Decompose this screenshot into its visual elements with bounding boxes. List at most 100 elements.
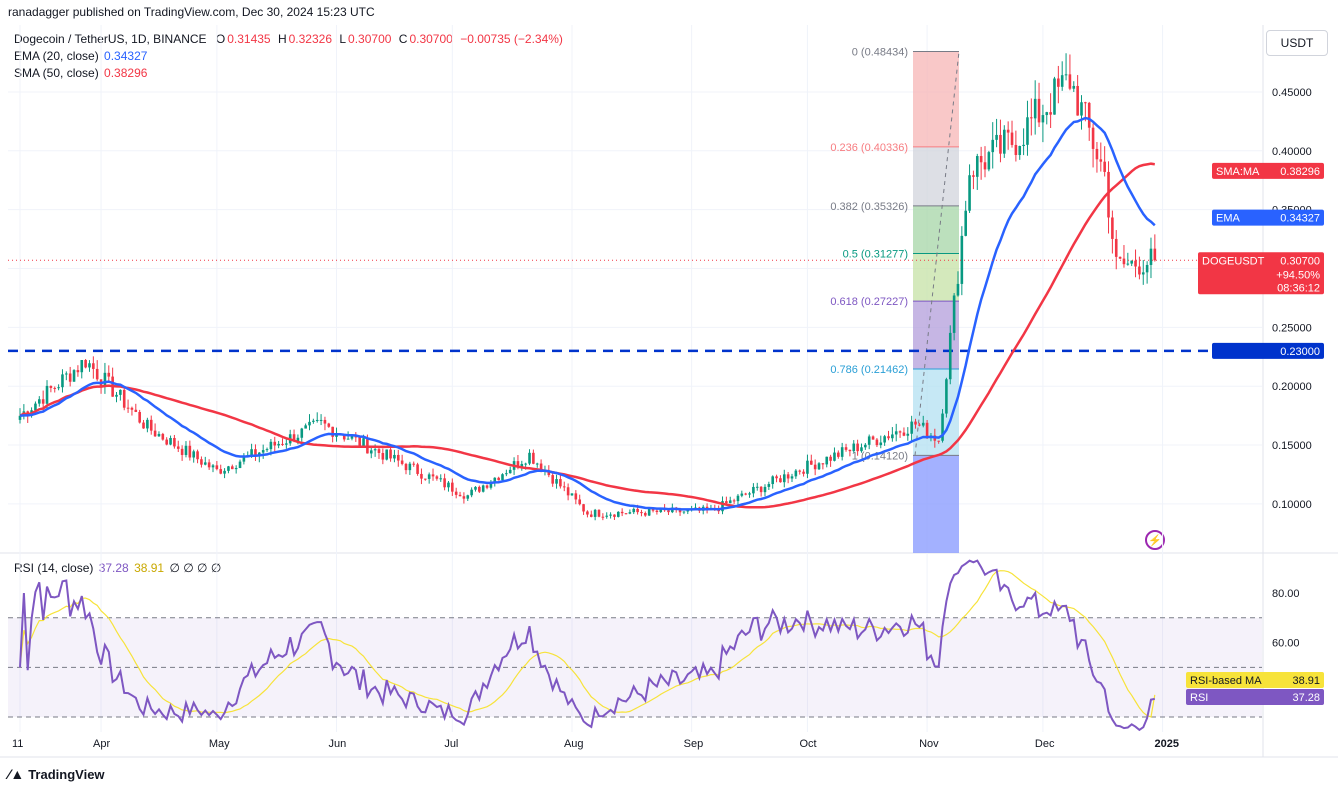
candle	[300, 428, 304, 438]
candle	[601, 516, 605, 518]
tag-label: SMA:MA	[1216, 166, 1260, 178]
fib-label: 0.786 (0.21462)	[830, 364, 908, 376]
rsi-ma-legend-value: 38.91	[134, 561, 165, 575]
tag-text: +94.50%	[1276, 269, 1320, 281]
candle	[748, 493, 751, 495]
candle	[763, 486, 767, 493]
fib-label: 0.382 (0.35326)	[830, 201, 908, 213]
candle	[898, 431, 902, 433]
candle	[1033, 98, 1037, 119]
candle	[1072, 85, 1076, 89]
candle	[227, 466, 230, 471]
candles-group	[18, 53, 1157, 521]
close-value: 0.30700	[409, 32, 453, 46]
candle	[856, 443, 859, 452]
candle	[277, 443, 280, 446]
candle	[149, 419, 153, 431]
fib-label: 0.5 (0.31277)	[843, 248, 908, 260]
candle	[1014, 144, 1018, 156]
candle	[1022, 144, 1025, 147]
candle	[95, 368, 99, 380]
candle	[153, 430, 157, 437]
sma-legend-label: SMA (50, close)	[14, 66, 99, 80]
candle	[617, 511, 620, 517]
candle	[130, 407, 134, 410]
candle	[265, 449, 269, 451]
candle	[736, 495, 740, 502]
tag-bg	[1186, 689, 1324, 705]
candle	[508, 469, 512, 474]
candle	[524, 463, 527, 465]
candle	[952, 295, 956, 333]
candle	[53, 387, 57, 389]
candle	[945, 379, 948, 414]
candle	[493, 477, 497, 483]
candle	[323, 419, 327, 424]
price-tick-label: 0.15000	[1272, 440, 1312, 452]
candle	[725, 501, 728, 504]
candle	[1134, 260, 1137, 267]
candle	[122, 389, 126, 408]
candle	[647, 508, 651, 516]
sma-legend: SMA (50, close) 0.38296	[14, 66, 147, 80]
candle	[813, 464, 817, 470]
candle	[655, 510, 659, 513]
candle	[57, 387, 60, 389]
candle	[910, 421, 913, 434]
candle	[628, 512, 632, 514]
candle	[285, 443, 288, 445]
candle	[551, 475, 554, 484]
lightning-icon[interactable]: ⚡	[1145, 530, 1165, 550]
candle	[377, 449, 381, 454]
tag-value: 0.38296	[1280, 166, 1320, 178]
candle	[848, 449, 852, 452]
candle	[651, 508, 655, 511]
candle	[593, 509, 597, 517]
candle	[200, 459, 203, 465]
candle	[948, 332, 952, 380]
candle	[875, 439, 879, 446]
candle	[238, 461, 242, 468]
candle	[972, 175, 975, 177]
candle	[292, 434, 296, 442]
candle	[605, 515, 609, 517]
rsi-line	[19, 559, 1155, 732]
tag-bg	[1212, 209, 1324, 226]
candle	[782, 474, 786, 483]
time-tick-label: 11	[12, 738, 23, 750]
tradingview-logo[interactable]: ⁄▲ TradingView	[8, 766, 105, 782]
candle	[296, 437, 300, 442]
candle	[891, 434, 894, 439]
candle	[165, 439, 168, 445]
candle	[188, 445, 192, 458]
candle	[771, 476, 774, 485]
candle	[420, 473, 423, 479]
candle	[389, 449, 392, 459]
candle	[219, 469, 223, 474]
close-label: C	[398, 32, 408, 46]
candle	[667, 510, 670, 513]
candle	[636, 508, 639, 513]
candle	[902, 432, 906, 436]
candle	[207, 462, 211, 468]
candle	[1141, 272, 1145, 275]
candle	[176, 446, 180, 449]
currency-button[interactable]: USDT	[1266, 30, 1328, 56]
candle	[273, 441, 277, 446]
candle	[408, 463, 412, 471]
candle	[1118, 256, 1122, 259]
candle	[562, 486, 566, 488]
candle	[1130, 260, 1133, 264]
candle	[728, 500, 732, 504]
candle	[1080, 102, 1083, 116]
candle	[779, 478, 782, 483]
candle	[879, 442, 883, 446]
candle	[960, 235, 964, 284]
candle	[968, 175, 971, 211]
symbol-legend: Dogecoin / TetherUS, 1D, BINANCE O 0.3143…	[14, 32, 563, 46]
candle	[501, 474, 504, 481]
fib-label: 0 (0.48434)	[852, 47, 908, 59]
price-tick-label: 0.10000	[1272, 499, 1312, 511]
candle	[755, 486, 759, 488]
